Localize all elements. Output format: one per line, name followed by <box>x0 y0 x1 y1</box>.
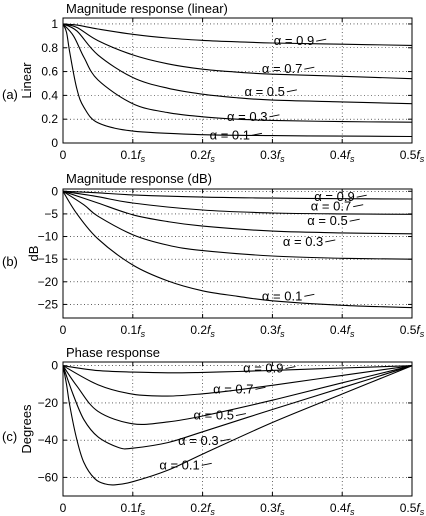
plot-frame <box>62 188 413 319</box>
series-label-alpha-0-3: α = 0.3 <box>227 109 267 124</box>
series-label-alpha-0-1: α = 0.1 <box>262 288 302 303</box>
x-tick-label-3: 0.3fs <box>260 148 285 164</box>
series-line-alpha-0-5 <box>62 365 413 425</box>
chart-title: Magnitude response (dB) <box>66 171 212 186</box>
x-tick-label-5: 0.5fs <box>400 323 425 339</box>
series-leader-alpha-0-1 <box>304 293 315 297</box>
chart-magnitude-linear: 0 0.1fs 0.2fs 0.3fs 0.4fs 0.5fs 0 0.2 0.4 0.6 0.8 1… <box>2 1 425 164</box>
series-label-alpha-0-7: α = 0.7 <box>213 381 253 396</box>
x-tick-label-4: 0.4fs <box>330 501 355 516</box>
y-tick-label-0: 0 <box>51 359 58 373</box>
series-line-alpha-0-9 <box>62 190 413 200</box>
y-tick-label-0: 0 <box>51 136 58 150</box>
series-leader-alpha-0-5 <box>349 218 360 222</box>
series-line-alpha-0-3 <box>62 190 413 260</box>
panel-label: (b) <box>2 254 18 269</box>
y-tick-label-1: −5 <box>44 207 58 221</box>
x-tick-label-1: 0.1fs <box>121 148 146 164</box>
y-tick-label-2: −40 <box>38 433 59 447</box>
x-tick-label-5: 0.5fs <box>400 501 425 516</box>
y-tick-label-3: −15 <box>38 252 59 266</box>
series-leader-alpha-0-5 <box>235 413 247 417</box>
series-label-alpha-0-3: α = 0.3 <box>178 433 218 448</box>
panel-label: (a) <box>2 87 18 102</box>
y-tick-label-4: −20 <box>38 275 59 289</box>
series-line-alpha-0-9 <box>62 365 413 374</box>
series-leader-alpha-0-3 <box>220 438 231 442</box>
series-label-alpha-0-9: α = 0.9 <box>314 189 354 204</box>
series-label-alpha-0-9: α = 0.9 <box>274 33 314 48</box>
series-label-alpha-0-5: α = 0.5 <box>307 213 347 228</box>
series-line-alpha-0-1 <box>62 365 413 486</box>
y-tick-label-3: −60 <box>38 470 59 484</box>
y-tick-label-5: 1 <box>51 17 58 31</box>
series-leader-alpha-0-9 <box>316 38 327 42</box>
series-line-alpha-0-3 <box>62 365 413 450</box>
series-label-alpha-0-7: α = 0.7 <box>311 199 351 214</box>
series-label-alpha-0-1: α = 0.1 <box>159 457 199 472</box>
chart-magnitude-db: 0 0.1fs 0.2fs 0.3fs 0.4fs 0.5fs 0 −5 −10 −15 −20 −2… <box>2 171 425 339</box>
series-line-alpha-0-1 <box>62 23 413 138</box>
x-tick-label-2: 0.2fs <box>190 323 215 339</box>
series-leader-alpha-0-7 <box>353 204 364 208</box>
series-line-alpha-0-1 <box>62 191 413 309</box>
series-line-alpha-0-5 <box>62 190 413 235</box>
x-tick-label-5: 0.5fs <box>400 148 425 164</box>
series-line-alpha-0-3 <box>62 23 413 123</box>
y-tick-label-3: 0.6 <box>41 65 58 79</box>
x-tick-label-0: 0 <box>60 501 67 515</box>
x-tick-label-3: 0.3fs <box>260 501 285 516</box>
y-tick-label-2: −10 <box>38 230 59 244</box>
series-leader-alpha-0-5 <box>286 89 297 93</box>
y-tick-label-1: 0.2 <box>41 112 58 126</box>
series-leader-alpha-0-7 <box>304 66 315 70</box>
y-axis-label: dB <box>26 246 41 262</box>
series-label-alpha-0-7: α = 0.7 <box>262 61 302 76</box>
y-tick-label-2: 0.4 <box>41 88 58 102</box>
series-label-alpha-0-5: α = 0.5 <box>194 408 234 423</box>
series-leader-alpha-0-9 <box>285 366 296 369</box>
chart-title: Phase response <box>66 345 160 360</box>
x-tick-label-0: 0 <box>60 323 67 337</box>
series-line-alpha-0-7 <box>62 365 413 397</box>
series-leader-alpha-0-3 <box>269 114 280 118</box>
plot-frame <box>62 17 413 144</box>
x-tick-label-2: 0.2fs <box>190 501 215 516</box>
series-line-alpha-0-7 <box>62 23 413 80</box>
x-tick-label-2: 0.2fs <box>190 148 215 164</box>
series-leader-alpha-0-1 <box>251 132 263 136</box>
y-axis-label: Degrees <box>19 404 34 454</box>
panel-label: (c) <box>2 429 17 444</box>
series-line-alpha-0-5 <box>62 23 413 105</box>
y-tick-label-0: 0 <box>51 184 58 198</box>
x-tick-label-1: 0.1fs <box>121 323 146 339</box>
x-tick-label-3: 0.3fs <box>260 323 285 339</box>
series-label-alpha-0-3: α = 0.3 <box>283 234 323 249</box>
series-leader-alpha-0-9 <box>356 194 367 198</box>
chart-title: Magnitude response (linear) <box>66 1 228 16</box>
plot-frame <box>62 361 413 497</box>
x-tick-label-4: 0.4fs <box>330 148 355 164</box>
series-label-alpha-0-5: α = 0.5 <box>244 84 284 99</box>
series-label-alpha-0-1: α = 0.1 <box>210 127 250 142</box>
y-axis-label: Linear <box>19 62 34 99</box>
y-tick-label-4: 0.8 <box>41 41 58 55</box>
x-tick-label-0: 0 <box>60 148 67 162</box>
series-line-alpha-0-7 <box>62 190 413 215</box>
series-leader-alpha-0-1 <box>201 462 212 466</box>
x-tick-label-1: 0.1fs <box>121 501 146 516</box>
series-leader-alpha-0-3 <box>325 239 336 243</box>
y-tick-label-1: −20 <box>38 396 59 410</box>
series-leader-alpha-0-7 <box>255 386 266 390</box>
chart-phase: 0 0.1fs 0.2fs 0.3fs 0.4fs 0.5fs 0 −20 −40 −60 Phas… <box>2 345 425 516</box>
series-label-alpha-0-9: α = 0.9 <box>243 361 283 376</box>
series-line-alpha-0-9 <box>62 23 413 46</box>
y-tick-label-5: −25 <box>38 297 59 311</box>
x-tick-label-4: 0.4fs <box>330 323 355 339</box>
